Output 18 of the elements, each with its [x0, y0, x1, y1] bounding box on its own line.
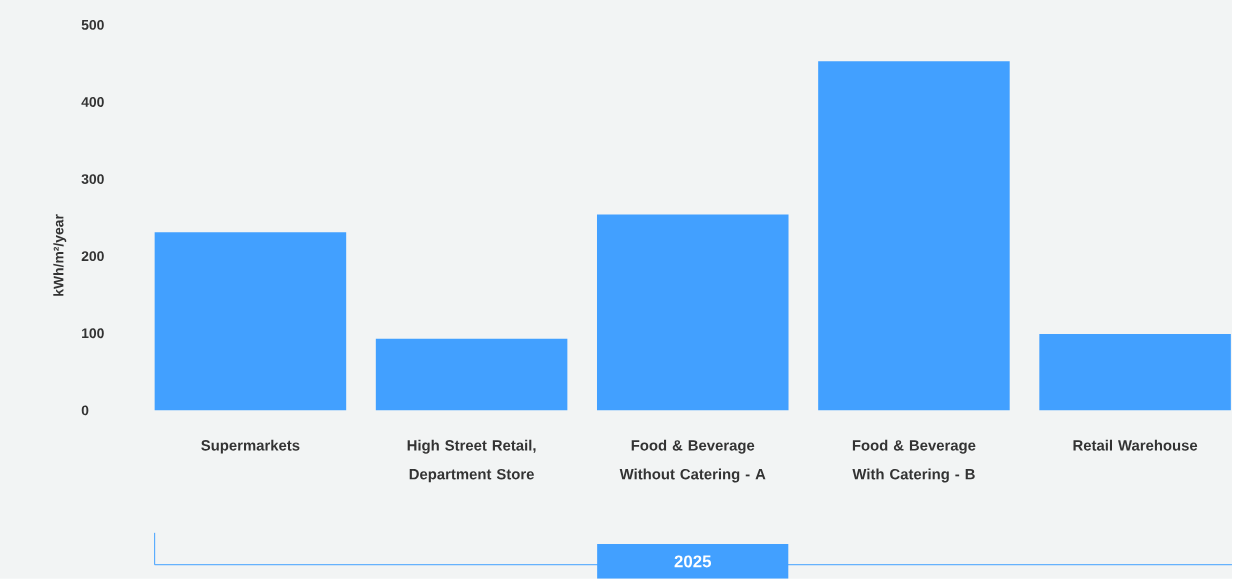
y-tick-label: 500: [81, 20, 104, 30]
bar: [818, 61, 1010, 411]
bar: [154, 232, 347, 411]
y-tick-label: 0: [81, 405, 89, 416]
y-tick-label: 100: [82, 328, 104, 339]
x-tick-label: Retail Warehouse: [1073, 439, 1198, 451]
x-tick-label: Food & Beverage Without Catering - A: [619, 439, 766, 483]
bar: [375, 338, 568, 411]
y-tick-label: 300: [81, 174, 104, 185]
bar: [1039, 334, 1231, 411]
y-tick-label: 400: [81, 97, 104, 107]
x-tick-label: Food & Beverage With Catering - B: [852, 439, 976, 483]
x-tick-label: Supermarkets: [201, 439, 300, 454]
y-tick-label: 200: [81, 251, 104, 262]
bar: [596, 214, 789, 411]
text: 2025: [674, 555, 712, 568]
y-axis-title: kWh/m²/year: [53, 214, 67, 296]
x-tick-label: High Street Retail, Department Store: [407, 439, 536, 483]
